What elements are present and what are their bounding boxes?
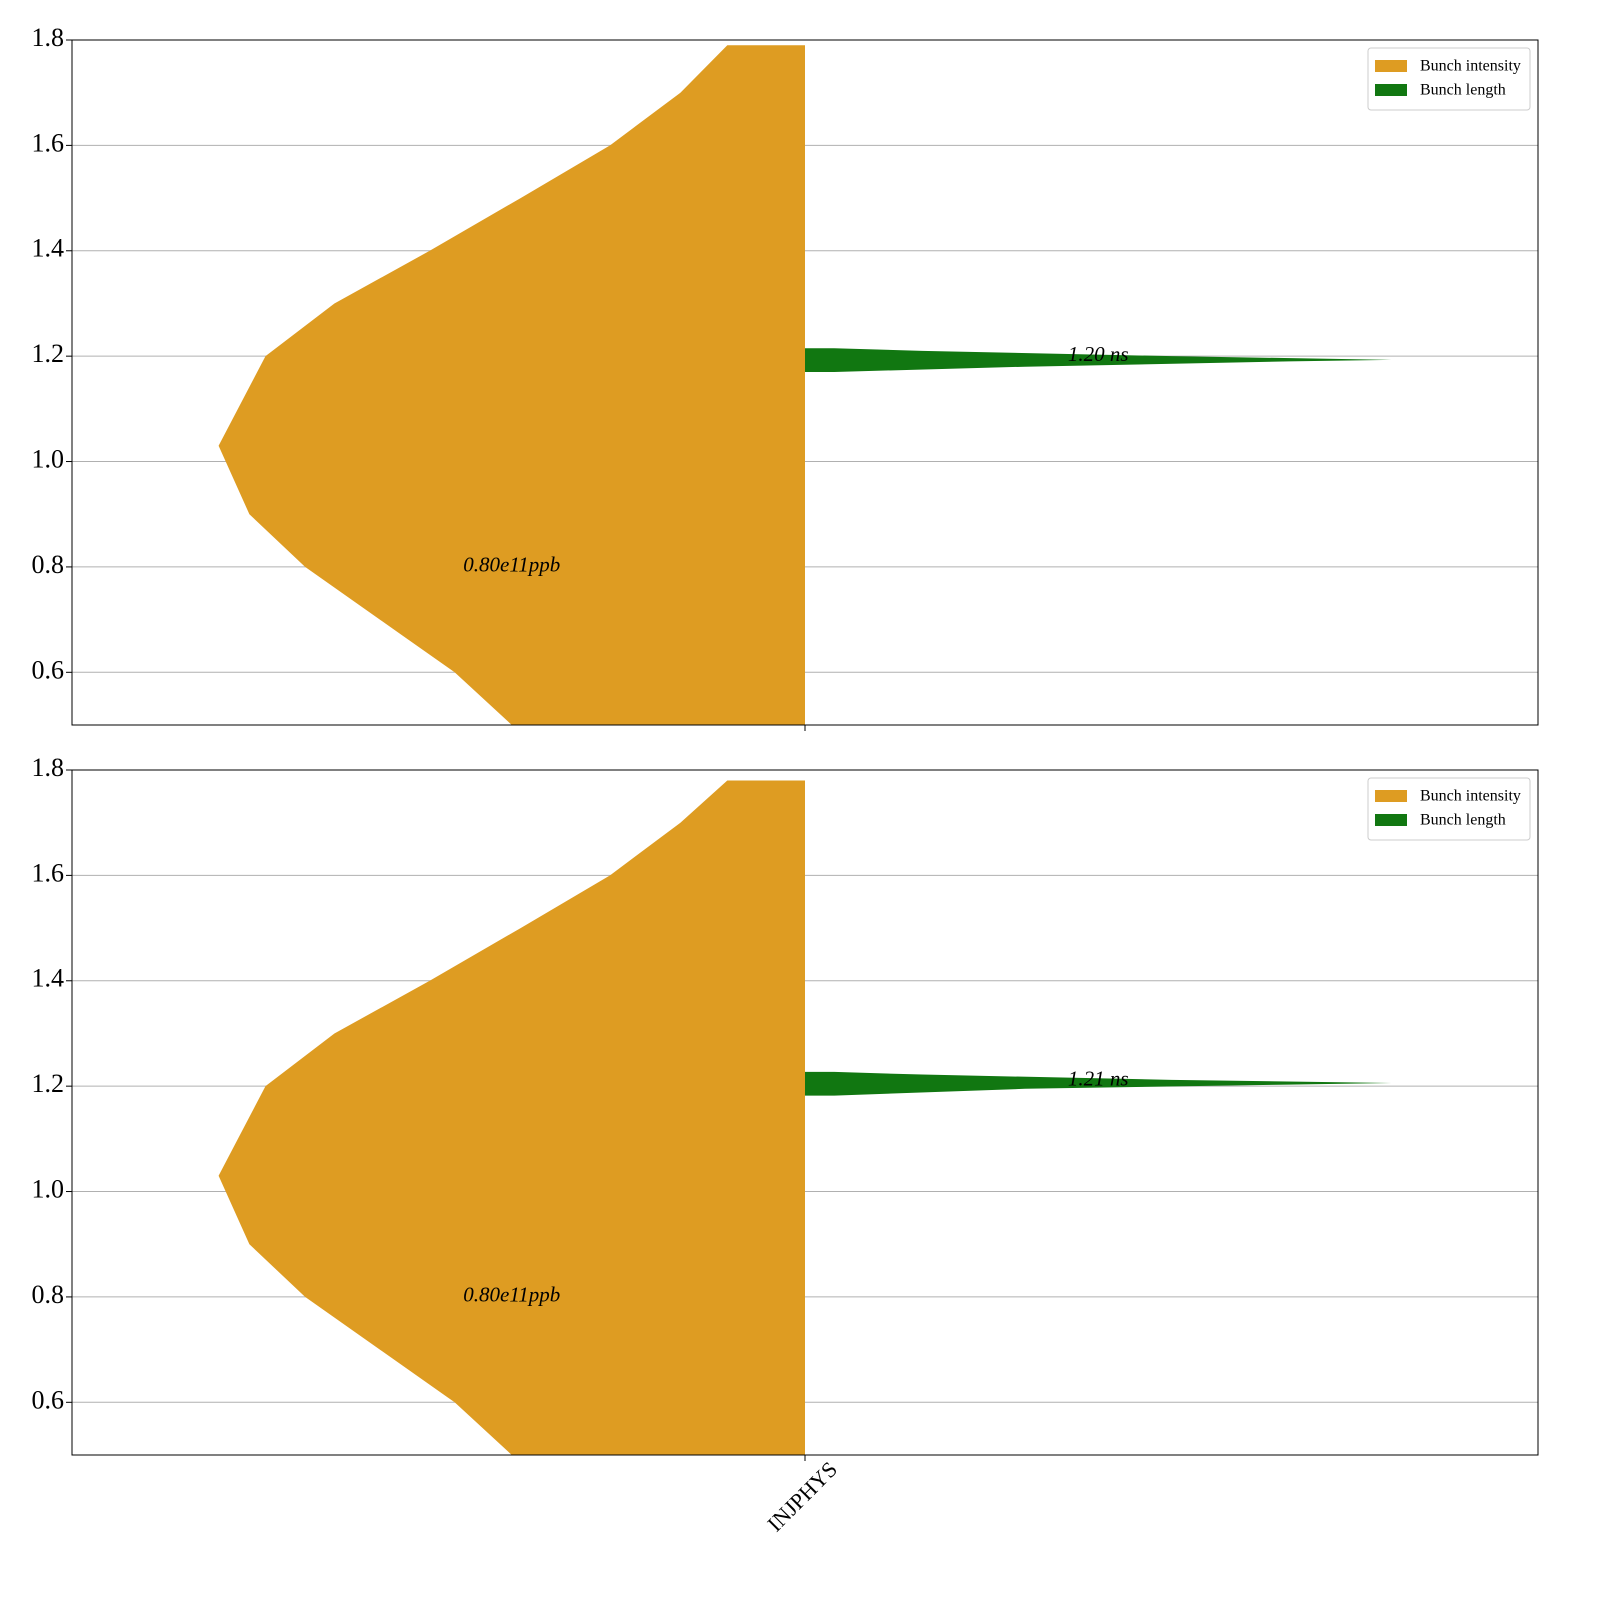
violin-half	[805, 348, 1392, 372]
y-tick-label: 1.6	[32, 858, 65, 887]
y-tick-label: 1.4	[32, 234, 65, 263]
y-tick-label: 1.8	[32, 753, 65, 782]
x-tick-label: INJPHYS	[762, 1456, 842, 1536]
annotation: 0.80e11ppb	[463, 553, 560, 577]
legend-swatch	[1375, 790, 1407, 802]
plot-content	[218, 45, 1392, 725]
legend-swatch	[1375, 84, 1407, 96]
plot-frame	[71, 39, 1539, 726]
violin-half	[218, 45, 805, 725]
annotation: 1.21 ns	[1068, 1067, 1129, 1091]
legend-swatch	[1375, 60, 1407, 72]
y-tick-label: 1.0	[32, 1175, 65, 1204]
y-tick-label: 1.8	[32, 23, 65, 52]
y-tick-label: 1.6	[32, 128, 65, 157]
annotation: 1.20 ns	[1068, 342, 1129, 366]
y-tick-label: 1.2	[32, 339, 65, 368]
violin-half	[218, 780, 806, 1455]
legend-label: Bunch length	[1420, 82, 1506, 99]
y-tick-label: 1.4	[32, 964, 65, 993]
legend-label: Bunch length	[1420, 812, 1506, 829]
legend-box	[1367, 777, 1531, 841]
plot-frame	[71, 769, 1539, 1456]
legend-label: Bunch intensity	[1420, 788, 1521, 805]
y-tick-label: 0.8	[32, 1280, 65, 1309]
y-tick-label: 1.2	[32, 1069, 65, 1098]
plot-content	[218, 780, 1392, 1455]
violin-half	[805, 1071, 1392, 1096]
legend-box	[1367, 47, 1531, 111]
y-tick-label: 1.0	[32, 445, 65, 474]
y-tick-label: 0.6	[32, 1385, 65, 1414]
annotation: 0.80e11ppb	[463, 1283, 560, 1307]
y-tick-label: 0.8	[32, 550, 65, 579]
legend-label: Bunch intensity	[1420, 58, 1521, 75]
y-tick-label: 0.6	[32, 655, 65, 684]
legend-swatch	[1375, 814, 1407, 826]
